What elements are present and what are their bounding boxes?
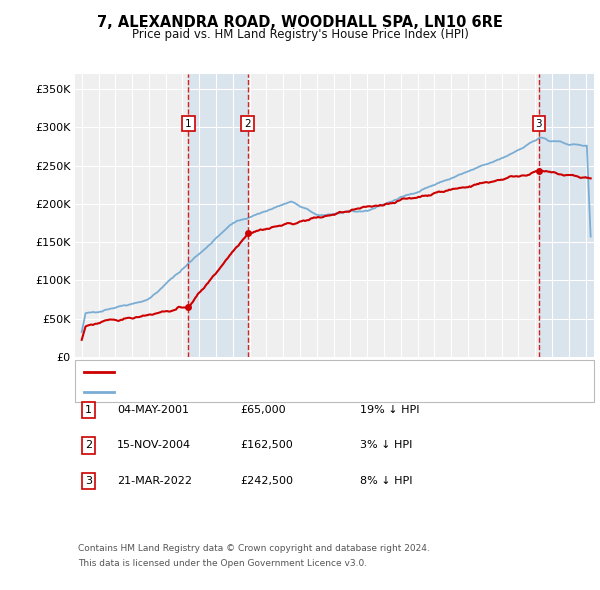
- Text: £65,000: £65,000: [240, 405, 286, 415]
- Bar: [539, 74, 594, 357]
- Text: £242,500: £242,500: [240, 476, 293, 486]
- Bar: [188, 74, 248, 357]
- Point: [243, 228, 253, 237]
- Text: 7, ALEXANDRA ROAD, WOODHALL SPA, LN10 6RE: 7, ALEXANDRA ROAD, WOODHALL SPA, LN10 6R…: [97, 15, 503, 30]
- Text: £162,500: £162,500: [240, 441, 293, 450]
- Text: 2: 2: [85, 441, 92, 450]
- Text: 21-MAR-2022: 21-MAR-2022: [117, 476, 192, 486]
- Point: [534, 166, 544, 176]
- Text: 19% ↓ HPI: 19% ↓ HPI: [360, 405, 419, 415]
- Text: Price paid vs. HM Land Registry's House Price Index (HPI): Price paid vs. HM Land Registry's House …: [131, 28, 469, 41]
- Text: 3: 3: [85, 476, 92, 486]
- Point: [184, 303, 193, 312]
- Text: 1: 1: [185, 119, 191, 129]
- Text: 7, ALEXANDRA ROAD, WOODHALL SPA, LN10 6RE (detached house): 7, ALEXANDRA ROAD, WOODHALL SPA, LN10 6R…: [120, 367, 472, 377]
- Text: 1: 1: [85, 405, 92, 415]
- Text: HPI: Average price, detached house, East Lindsey: HPI: Average price, detached house, East…: [120, 387, 379, 396]
- Text: Contains HM Land Registry data © Crown copyright and database right 2024.: Contains HM Land Registry data © Crown c…: [78, 545, 430, 553]
- Text: 04-MAY-2001: 04-MAY-2001: [117, 405, 189, 415]
- Text: 3: 3: [536, 119, 542, 129]
- Text: 3% ↓ HPI: 3% ↓ HPI: [360, 441, 412, 450]
- Text: 15-NOV-2004: 15-NOV-2004: [117, 441, 191, 450]
- Text: This data is licensed under the Open Government Licence v3.0.: This data is licensed under the Open Gov…: [78, 559, 367, 568]
- Text: 2: 2: [244, 119, 251, 129]
- Text: 8% ↓ HPI: 8% ↓ HPI: [360, 476, 413, 486]
